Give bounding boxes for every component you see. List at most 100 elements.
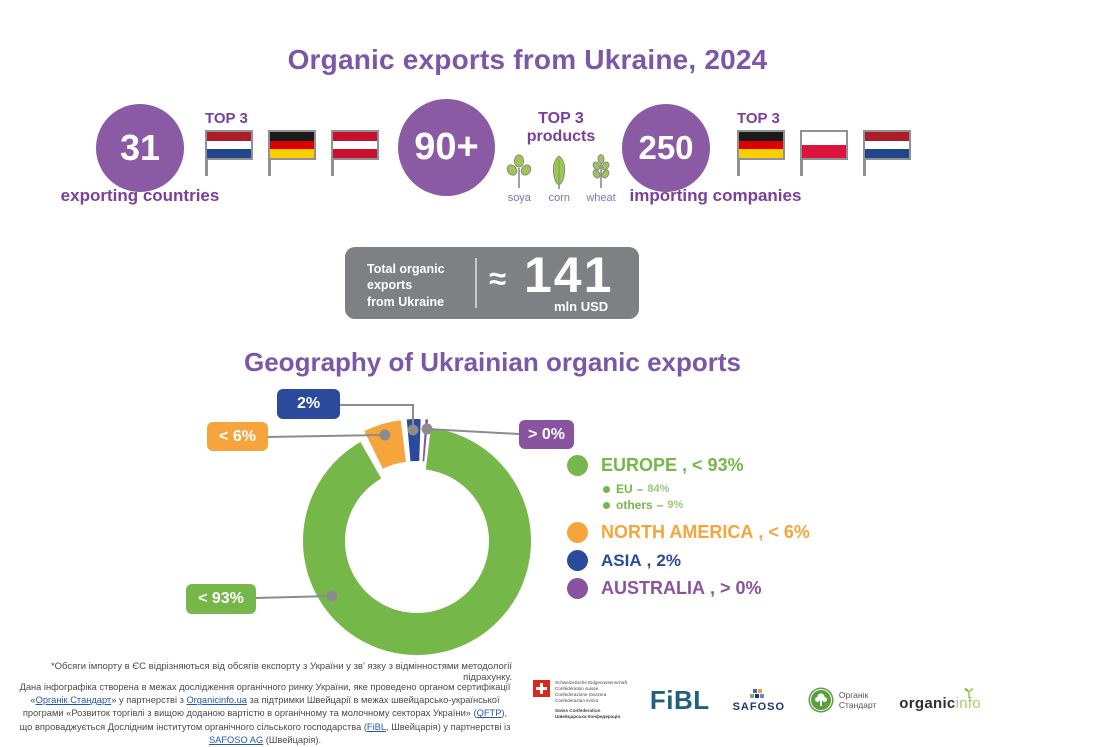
- flag-poland: [800, 130, 850, 176]
- soya-icon: [507, 154, 532, 188]
- flag-face-germany: [268, 130, 316, 160]
- chart-title: Geography of Ukrainian organic exports: [244, 347, 741, 377]
- stat-value-products: 90+: [414, 126, 479, 168]
- stat-circle-products: 90+: [398, 99, 495, 196]
- credit-link[interactable]: FiBL: [366, 721, 387, 732]
- bullet-icon: [603, 485, 610, 493]
- legend-sub-value-eu: 84%: [647, 482, 670, 495]
- legend-name-asia: ASIA: [601, 550, 642, 570]
- total-exports-label: Total organic exports from Ukraine: [367, 262, 445, 309]
- product-label-soya: soya: [507, 191, 531, 204]
- top3-exporters-group: TOP 3: [205, 110, 381, 176]
- product-wheat: wheat: [586, 153, 616, 204]
- total-exports-unit: mln USD: [554, 299, 609, 314]
- callout-asia: 2%: [277, 389, 340, 419]
- corn-icon: [553, 155, 566, 189]
- total-exports-value: 141: [524, 247, 614, 303]
- partner-logos: Schweizerische Eidgenossenschaft Confédé…: [533, 670, 981, 730]
- credit-link[interactable]: SAFOSO AG: [208, 734, 264, 745]
- organicinfo-logo: organicinfo: [899, 687, 981, 713]
- legend-swatch-asia: [567, 550, 588, 572]
- top3-products-group: TOP 3 products soya corn: [498, 110, 624, 204]
- flag-austria: [331, 130, 381, 176]
- credit-link[interactable]: Organicinfo.ua: [186, 695, 247, 706]
- credit-link[interactable]: QFTP: [476, 708, 502, 719]
- product-label-corn: corn: [548, 191, 571, 204]
- legend-value-australia: > 0%: [720, 578, 762, 599]
- sprout-icon: [964, 688, 974, 698]
- legend-value-north-america: < 6%: [768, 522, 810, 543]
- flag-face-netherlands: [863, 130, 911, 160]
- legend-item-asia: ASIA, 2%: [567, 550, 927, 572]
- callout-north-america: < 6%: [207, 422, 268, 451]
- legend-sub-item-eu: EU – 84%: [603, 481, 927, 497]
- legend-item-australia: AUSTRALIA, > 0%: [567, 578, 927, 600]
- callout-dots: [326, 423, 433, 602]
- total-exports-card: Total organic exports from Ukraine ≈ 141…: [345, 247, 639, 319]
- stat-circle-exporting-countries: 31: [96, 104, 184, 192]
- flag-netherlands: [863, 130, 913, 176]
- product-label-wheat: wheat: [586, 191, 616, 204]
- callout-connectors: [254, 404, 520, 599]
- approx-sign: ≈: [489, 261, 507, 296]
- legend-name-australia: AUSTRALIA: [601, 578, 705, 599]
- fibl-logo: FiBL: [649, 684, 710, 715]
- top3-products-label-line2: products: [526, 128, 596, 146]
- callout-dot-australia: [421, 423, 433, 435]
- flag-germany: [268, 130, 318, 176]
- legend-sub-value-others: 9%: [667, 498, 684, 511]
- legend-europe-breakdown: EU – 84% others – 9%: [603, 481, 927, 513]
- legend-value-asia: 2%: [656, 550, 681, 570]
- bullet-icon: [603, 501, 610, 509]
- stat-circle-importing-companies: 250: [622, 104, 710, 192]
- swiss-flag-icon: [533, 680, 550, 698]
- stat-value-importing-companies: 250: [638, 129, 694, 166]
- wheat-icon: [592, 153, 610, 188]
- flag-germany: [737, 130, 787, 176]
- top3-products-label: TOP 3: [538, 110, 584, 127]
- product-corn: corn: [546, 154, 572, 204]
- safoso-mark-icon: [749, 688, 764, 698]
- callout-australia: > 0%: [519, 420, 574, 449]
- stat-value-exporting-countries: 31: [119, 127, 161, 168]
- flag-face-netherlands: [205, 130, 253, 160]
- top3-exporters-flags: [205, 130, 381, 176]
- legend-item-north-america: NORTH AMERICA, < 6%: [567, 522, 927, 544]
- legend-sub-item-others: others – 9%: [603, 497, 927, 513]
- chart-legend: EUROPE, < 93% EU – 84% others – 9% NORTH …: [567, 455, 927, 606]
- donut-segment-north-america: [364, 420, 406, 469]
- organic-standard-icon: [808, 687, 834, 713]
- stat-caption-importing-companies: importing companies: [629, 186, 802, 205]
- credit-link[interactable]: Органік Стандарт: [35, 695, 112, 706]
- legend-name-europe: EUROPE: [601, 455, 678, 475]
- callout-dot-asia: [407, 424, 419, 436]
- organic-standard-logo: Органік Стандарт: [808, 687, 876, 713]
- top3-importers-label: TOP 3: [737, 110, 780, 127]
- flag-netherlands: [205, 130, 255, 176]
- top3-importers-group: TOP 3: [737, 110, 913, 176]
- swiss-confederation-logo: Schweizerische Eidgenossenschaft Confédé…: [533, 680, 627, 720]
- legend-value-europe: < 93%: [692, 455, 744, 475]
- legend-item-europe: EUROPE, < 93%: [567, 455, 927, 476]
- safoso-logo: SAFOSO: [733, 688, 785, 713]
- legend-swatch-australia: [567, 578, 588, 600]
- donut-chart-svg: [254, 404, 531, 656]
- legend-swatch-europe: [567, 455, 588, 476]
- donut-chart: 2% < 6% > 0% < 93%: [180, 385, 580, 675]
- credits-text: Дана інфографіка створена в межах дослід…: [19, 682, 511, 745]
- product-soya: soya: [506, 154, 532, 204]
- flag-face-poland: [800, 130, 848, 160]
- legend-sub-name-others: others: [616, 498, 653, 513]
- stat-caption-exporting-countries: exporting countries: [60, 186, 220, 205]
- legend-sub-name-eu: EU: [616, 482, 633, 496]
- total-exports-divider: [475, 258, 477, 308]
- page-title: Organic exports from Ukraine, 2024: [287, 44, 768, 75]
- top3-importers-flags: [737, 130, 913, 176]
- footnote: *Обсяги імпорту в ЄС відрізняються від о…: [50, 661, 512, 683]
- flag-face-germany: [737, 130, 785, 160]
- legend-name-north-america: NORTH AMERICA: [601, 522, 754, 543]
- callout-dot-north-america: [379, 429, 391, 441]
- legend-swatch-north-america: [567, 522, 588, 544]
- top3-exporters-label: TOP 3: [205, 110, 248, 127]
- callout-dot-europe: [326, 590, 338, 602]
